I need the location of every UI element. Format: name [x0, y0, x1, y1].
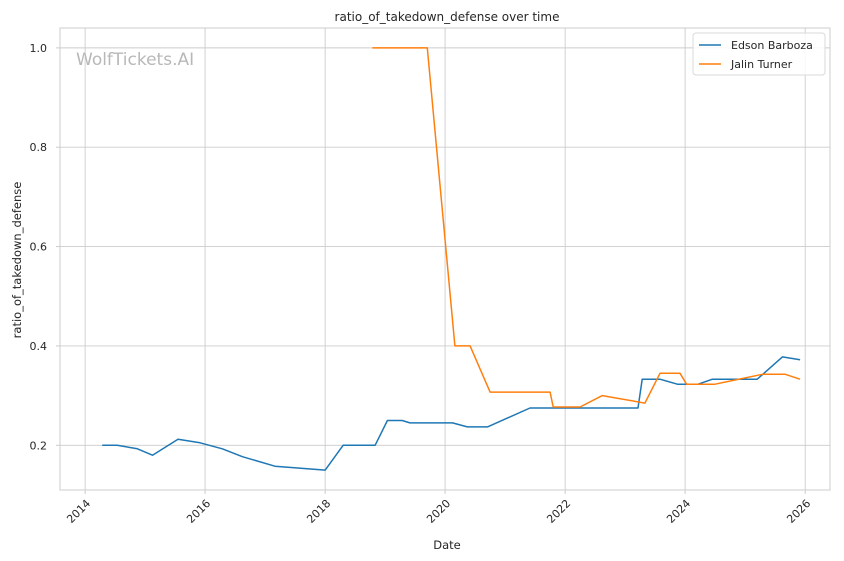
series-layer — [102, 47, 801, 471]
y-tick-label: 0.8 — [30, 141, 48, 154]
series-line-0 — [102, 356, 801, 471]
legend-box — [692, 32, 826, 76]
y-axis-label: ratio_of_takedown_defense — [10, 182, 24, 339]
legend: Edson Barboza Jalin Turner — [692, 32, 826, 76]
y-tick-label: 1.0 — [30, 42, 48, 55]
x-tick-label: 2020 — [424, 497, 453, 526]
y-axis: 0.2 0.4 0.6 0.8 1.0 — [30, 42, 60, 452]
series-line-1 — [372, 47, 801, 408]
chart-title: ratio_of_takedown_defense over time — [335, 10, 560, 24]
x-tick-label: 2018 — [304, 497, 333, 526]
x-tick-label: 2014 — [64, 497, 93, 526]
x-tick-label: 2026 — [784, 497, 813, 526]
y-tick-label: 0.6 — [30, 241, 48, 254]
watermark: WolfTickets.AI — [76, 50, 194, 70]
legend-label-1: Jalin Turner — [730, 58, 793, 71]
x-tick-label: 2016 — [184, 497, 213, 526]
x-axis-label: Date — [433, 538, 461, 552]
x-tick-label: 2022 — [544, 497, 573, 526]
legend-label-0: Edson Barboza — [731, 39, 813, 52]
y-tick-label: 0.2 — [30, 439, 48, 452]
x-tick-label: 2024 — [664, 497, 693, 526]
y-tick-label: 0.4 — [30, 340, 48, 353]
grid — [60, 28, 830, 490]
x-axis: 2014 2016 2018 2020 2022 2024 2026 — [64, 490, 813, 526]
